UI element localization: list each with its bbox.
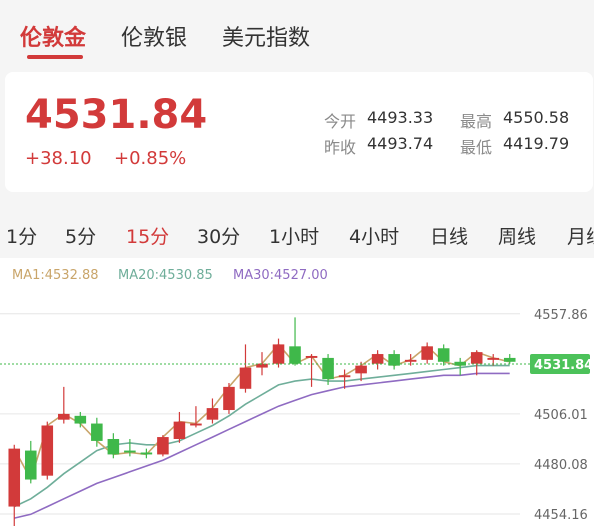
candle-body [223, 386, 235, 411]
period-monthly[interactable]: 月线 [567, 226, 594, 248]
price-change: +38.10 [25, 148, 92, 169]
candle-body [91, 423, 103, 441]
period-weekly[interactable]: 周线 [498, 226, 537, 248]
high-value: 4550.58 [503, 108, 570, 127]
candle-body [470, 352, 483, 364]
candle-body [173, 421, 186, 439]
candle-body [487, 357, 500, 360]
active-tab-indicator [27, 55, 83, 59]
period-selector: 1分 5分 15分 30分 1小时 4小时 日线 周线 月线 [0, 214, 594, 252]
candle-body [107, 438, 120, 455]
candle-body [289, 346, 301, 364]
open-label: 今开 [324, 112, 357, 131]
period-30min[interactable]: 30分 [197, 226, 241, 248]
candle-body [503, 357, 516, 362]
candlestick-plot: 4557.86 4506.01 4480.08 4454.16 4531.84 [0, 308, 593, 526]
candle-body [74, 415, 87, 424]
candle-body [140, 452, 153, 455]
instrument-tabs: 伦敦金 伦敦银 美元指数 [0, 0, 594, 62]
tab-london-gold[interactable]: 伦敦金 [20, 26, 87, 51]
ma20-line [13, 364, 510, 508]
current-price: 4531.84 [25, 92, 208, 138]
price-change-percent: +0.85% [114, 148, 187, 169]
ma30-line [14, 372, 510, 519]
candle-body [355, 365, 367, 374]
current-price-badge [530, 354, 590, 375]
kline-chart[interactable]: MA1:4532.88 MA20:4530.85 MA30:4527.00 45… [0, 258, 594, 526]
candle-body [41, 425, 54, 476]
candle-body [8, 448, 21, 507]
high-label: 最高 [460, 112, 493, 131]
quote-card: 4531.84 +38.10 +0.85% 今开 4493.33 最高 4550… [5, 72, 593, 192]
ma20-legend: MA20:4530.85 [118, 268, 213, 283]
period-1min[interactable]: 1分 [6, 226, 38, 248]
candle-body [338, 375, 351, 378]
low-label: 最低 [460, 138, 493, 157]
candle-body [58, 413, 70, 420]
tab-london-silver[interactable]: 伦敦银 [121, 26, 188, 51]
candle-body [206, 408, 219, 420]
candle-body [124, 450, 136, 453]
candle-body [371, 354, 384, 364]
candle-body [256, 363, 268, 368]
candle-body [24, 450, 37, 480]
tab-dollar-index[interactable]: 美元指数 [222, 26, 311, 51]
low-value: 4419.79 [503, 134, 570, 153]
period-daily[interactable]: 日线 [430, 226, 469, 248]
y-tick-label: 4454.16 [534, 508, 588, 523]
y-tick-label: 4506.01 [534, 408, 588, 423]
y-tick-label: 4557.86 [534, 308, 588, 323]
candle-body [157, 437, 169, 455]
candle-body [190, 423, 202, 426]
candle-body [272, 344, 285, 364]
period-5min[interactable]: 5分 [65, 226, 97, 248]
period-4h[interactable]: 4小时 [349, 226, 400, 248]
ma30-legend: MA30:4527.00 [233, 268, 328, 283]
candle-body [421, 346, 433, 360]
candle-body [322, 357, 334, 380]
y-tick-label: 4480.08 [534, 458, 588, 473]
period-15min[interactable]: 15分 [126, 226, 170, 248]
candle-body [388, 354, 400, 366]
open-value: 4493.33 [367, 108, 434, 127]
prev-close-value: 4493.74 [367, 134, 434, 153]
ma1-legend: MA1:4532.88 [12, 268, 99, 283]
period-1h[interactable]: 1小时 [269, 226, 320, 248]
candle-body [404, 359, 417, 362]
candle-body [239, 367, 252, 389]
candle-body [437, 348, 450, 362]
candle-body [305, 355, 318, 358]
prev-close-label: 昨收 [324, 138, 357, 157]
current-price-label: 4531.84 [534, 358, 593, 373]
